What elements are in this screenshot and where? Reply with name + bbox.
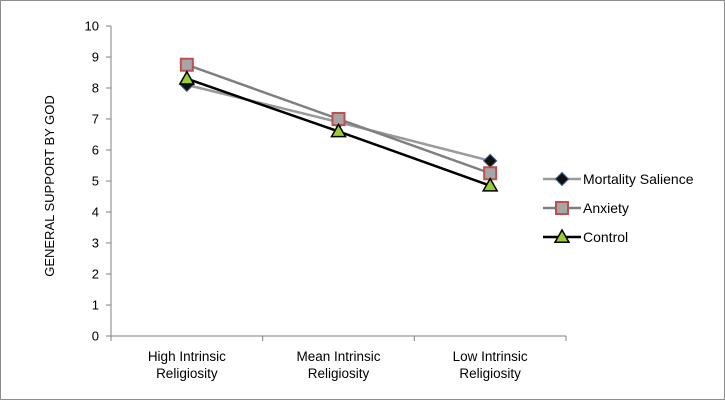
y-tick-label: 0: [92, 329, 99, 344]
legend-marker: [553, 228, 571, 243]
series-layer: [178, 57, 499, 192]
x-tick-label: Mean Intrinsic Religiosity: [296, 349, 380, 381]
data-point-anxiety: [179, 57, 194, 72]
y-tick-label: 10: [85, 19, 99, 34]
y-tick-label: 6: [92, 143, 99, 158]
legend-marker: [554, 171, 570, 187]
y-tick-label: 5: [92, 174, 99, 189]
y-tick-label: 3: [92, 236, 99, 251]
legend-marker: [555, 201, 569, 215]
y-tick-label: 7: [92, 112, 99, 127]
legend-label: Control: [583, 229, 628, 245]
legend: Mortality Salience Anxiety Control: [543, 171, 694, 245]
data-point-control: [330, 122, 347, 138]
x-tick-label: High Intrinsic Religiosity: [148, 349, 226, 381]
data-point-mortality-salience: [482, 153, 498, 169]
y-tick-label: 1: [92, 298, 99, 313]
legend-label: Mortality Salience: [583, 171, 694, 187]
data-point-control: [178, 70, 196, 85]
y-tick-label: 9: [92, 50, 99, 65]
y-axis-label: GENERAL SUPPORT BY GOD: [42, 95, 57, 277]
x-tick-label: Low Intrinsic Religiosity: [453, 349, 528, 381]
data-point-control: [481, 177, 499, 192]
y-tick-label: 8: [92, 81, 99, 96]
y-tick-label: 4: [92, 205, 99, 220]
legend-label: Anxiety: [583, 200, 629, 216]
axes: 0 1 2 3 4 5 6 7 8 9 10 High Intrinsic Religiosity Mea…: [85, 19, 567, 381]
y-tick-label: 2: [92, 267, 99, 282]
